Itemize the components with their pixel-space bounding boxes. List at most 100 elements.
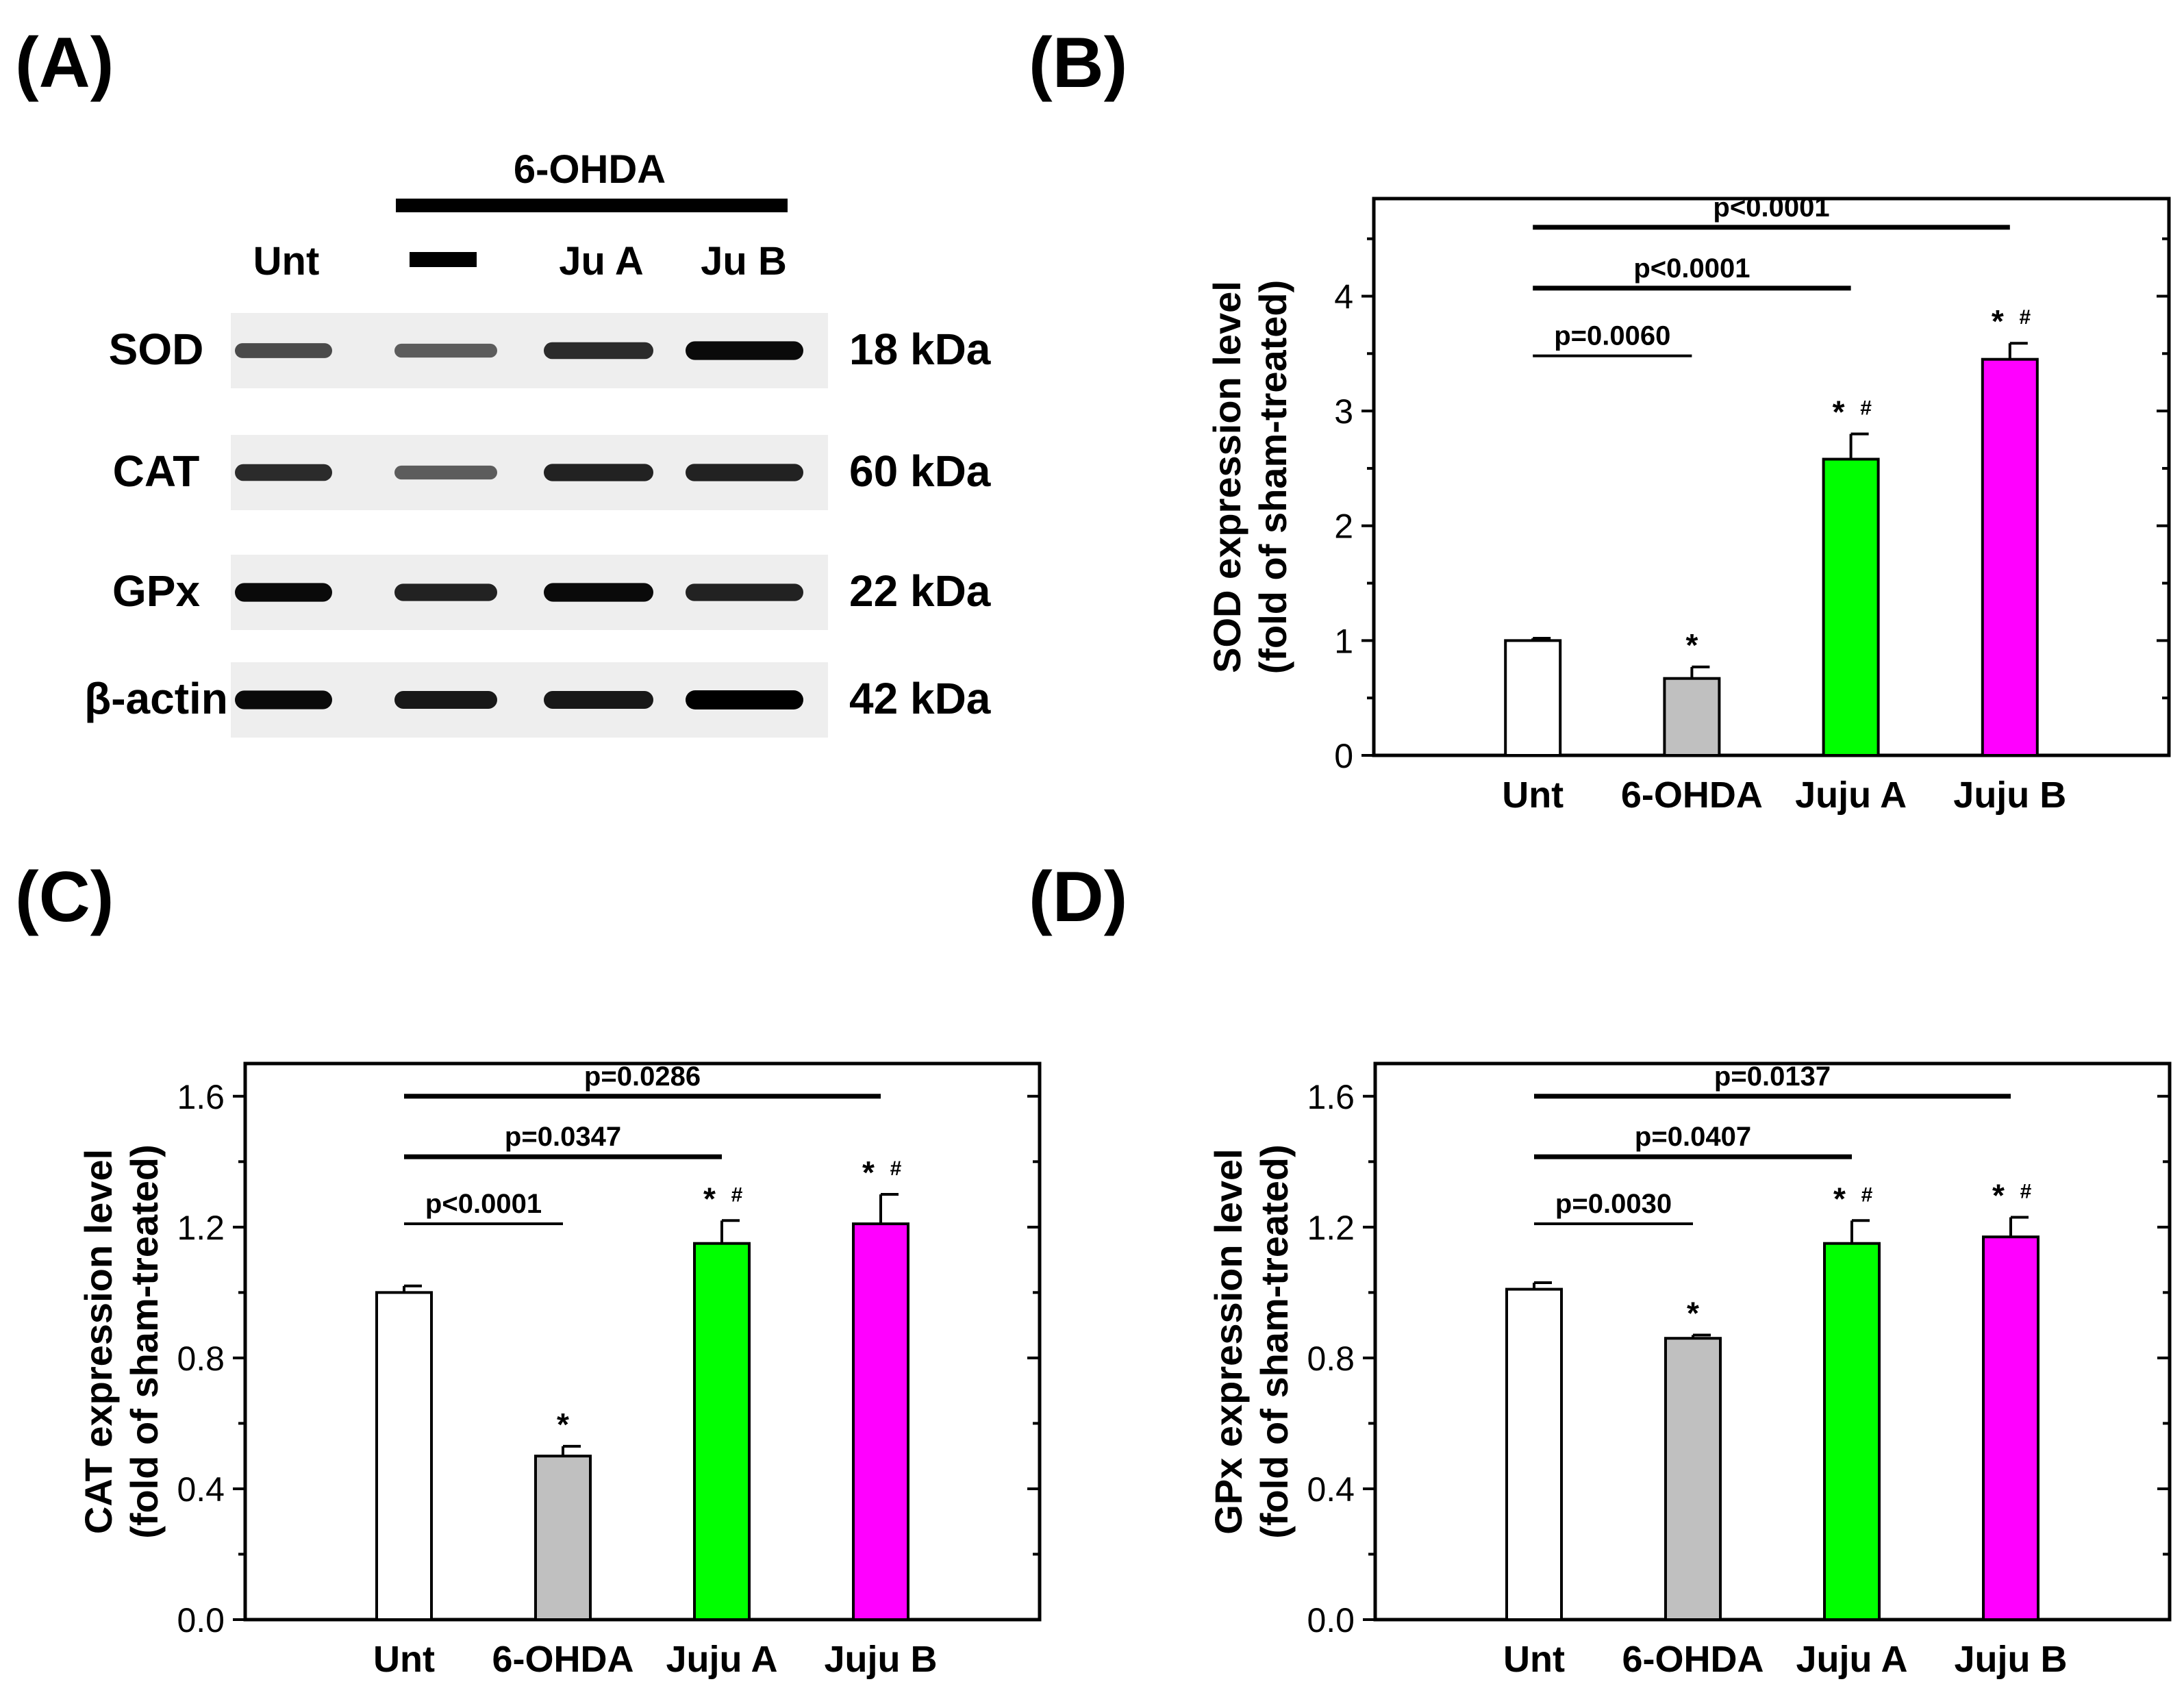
y-axis-title: GPx expression level bbox=[1207, 1148, 1250, 1534]
panel-label-c: (C) bbox=[15, 857, 114, 937]
bar bbox=[534, 1455, 592, 1622]
band bbox=[686, 690, 803, 709]
treatment-header: 6-OHDA bbox=[514, 147, 666, 192]
p-value-label: p=0.0286 bbox=[584, 1061, 701, 1092]
plot-frame bbox=[243, 1061, 1042, 1622]
y-tick-label: 4 bbox=[1334, 277, 1353, 316]
significance-marker: * bbox=[1833, 394, 1845, 430]
y-tick-label: 1.2 bbox=[177, 1209, 225, 1247]
bar bbox=[1664, 1337, 1722, 1621]
y-tick-label: 1.6 bbox=[177, 1078, 225, 1116]
band bbox=[394, 465, 497, 480]
x-tick-label: Unt bbox=[1503, 1639, 1565, 1680]
x-tick-label: Juju A bbox=[1796, 1639, 1907, 1680]
protein-label: CAT bbox=[113, 447, 200, 496]
significance-marker-hash: # bbox=[890, 1157, 902, 1180]
bar bbox=[852, 1222, 909, 1622]
x-tick-label: Juju A bbox=[1795, 775, 1907, 816]
protein-label: GPx bbox=[112, 566, 200, 616]
protein-label: SOD bbox=[109, 325, 204, 374]
band bbox=[394, 691, 497, 709]
band bbox=[686, 583, 803, 601]
significance-marker: * bbox=[1833, 1181, 1846, 1216]
p-value-label: p=0.0137 bbox=[1714, 1061, 1831, 1092]
x-tick-label: Juju A bbox=[666, 1639, 777, 1680]
significance-marker: * bbox=[1685, 627, 1698, 663]
significance-marker: * bbox=[1992, 1177, 2005, 1213]
significance-marker: * bbox=[1687, 1295, 1699, 1331]
band bbox=[686, 341, 803, 360]
significance-marker-hash: # bbox=[1860, 397, 1872, 420]
band bbox=[544, 691, 653, 709]
panel-label-b: (B) bbox=[1029, 23, 1127, 103]
significance-marker: * bbox=[1992, 303, 2004, 339]
lane-label-ju-b: Ju B bbox=[701, 239, 787, 284]
lane-label-ju-a: Ju A bbox=[559, 239, 644, 284]
x-tick-label: Unt bbox=[1502, 775, 1564, 816]
panel-label-d: (D) bbox=[1029, 857, 1127, 937]
y-tick-label: 1 bbox=[1334, 622, 1353, 660]
bar bbox=[693, 1242, 751, 1622]
y-axis-subtitle: (fold of sham-treated) bbox=[123, 1144, 166, 1539]
significance-marker-hash: # bbox=[2019, 306, 2031, 329]
treatment-bar bbox=[396, 199, 788, 212]
band bbox=[394, 583, 497, 601]
bar bbox=[1981, 357, 2039, 757]
x-tick-label: Juju B bbox=[1954, 1639, 2067, 1680]
band bbox=[394, 343, 497, 358]
x-tick-label: 6-OHDA bbox=[1621, 775, 1763, 816]
y-tick-label: 0.4 bbox=[177, 1470, 225, 1509]
band-size-label: 18 kDa bbox=[849, 325, 991, 374]
y-axis-subtitle: (fold of sham-treated) bbox=[1251, 280, 1294, 675]
protein-label: β-actin bbox=[84, 674, 228, 723]
western-blot: 6-OHDA Unt Ju A Ju B SOD 18 kDa CAT 60 kDa G… bbox=[84, 147, 991, 738]
significance-marker: * bbox=[703, 1181, 716, 1216]
y-axis-subtitle: (fold of sham-treated) bbox=[1253, 1144, 1296, 1539]
panel-label-a: (A) bbox=[15, 23, 114, 103]
band bbox=[235, 690, 332, 709]
x-tick-label: Juju B bbox=[824, 1639, 937, 1680]
bar bbox=[1663, 677, 1721, 757]
x-tick-label: Unt bbox=[373, 1639, 435, 1680]
band bbox=[235, 583, 332, 602]
x-tick-label: 6-OHDA bbox=[1622, 1639, 1763, 1680]
bar bbox=[1504, 639, 1562, 757]
significance-marker-hash: # bbox=[731, 1183, 743, 1206]
x-tick-label: 6-OHDA bbox=[492, 1639, 633, 1680]
bar bbox=[1822, 457, 1880, 757]
significance-marker-hash: # bbox=[2020, 1180, 2032, 1203]
p-value-label: p=0.0347 bbox=[505, 1122, 621, 1152]
p-value-label: p=0.0060 bbox=[1554, 321, 1670, 351]
x-tick-label: Juju B bbox=[1953, 775, 2066, 816]
lane-label-unt: Unt bbox=[253, 239, 320, 284]
bar bbox=[1982, 1235, 2039, 1621]
p-value-label: p=0.0030 bbox=[1555, 1189, 1672, 1219]
band bbox=[686, 464, 803, 481]
y-axis-title: CAT expression level bbox=[77, 1149, 120, 1534]
y-tick-label: 2 bbox=[1334, 507, 1353, 546]
band-size-label: 60 kDa bbox=[849, 447, 991, 496]
bar bbox=[375, 1291, 433, 1621]
p-value-label: p<0.0001 bbox=[425, 1189, 542, 1219]
y-tick-label: 1.6 bbox=[1307, 1078, 1355, 1116]
band bbox=[544, 464, 653, 481]
y-tick-label: 0 bbox=[1334, 737, 1353, 775]
plot-frame bbox=[1372, 197, 2171, 757]
y-tick-label: 1.2 bbox=[1307, 1209, 1355, 1247]
y-tick-label: 3 bbox=[1334, 392, 1353, 431]
chart-sod: 0 1 2 3 4 SOD expression level (fold of sham-t… bbox=[1205, 192, 2171, 816]
band-size-label: 22 kDa bbox=[849, 566, 991, 616]
y-tick-label: 0.8 bbox=[1307, 1340, 1355, 1378]
p-value-label: p=0.0407 bbox=[1635, 1122, 1751, 1152]
significance-marker-hash: # bbox=[1861, 1183, 1873, 1206]
y-tick-label: 0.4 bbox=[1307, 1470, 1355, 1509]
y-tick-label: 0.0 bbox=[177, 1601, 225, 1639]
bar bbox=[1823, 1242, 1881, 1622]
y-axis-title: SOD expression level bbox=[1205, 281, 1248, 673]
chart-gpx: 0.0 0.4 0.8 1.2 1.6 GPx expression level (fold… bbox=[1207, 1061, 2172, 1680]
band bbox=[544, 583, 653, 602]
band bbox=[235, 464, 332, 481]
y-tick-label: 0.8 bbox=[177, 1340, 225, 1378]
y-tick-label: 0.0 bbox=[1307, 1601, 1355, 1639]
